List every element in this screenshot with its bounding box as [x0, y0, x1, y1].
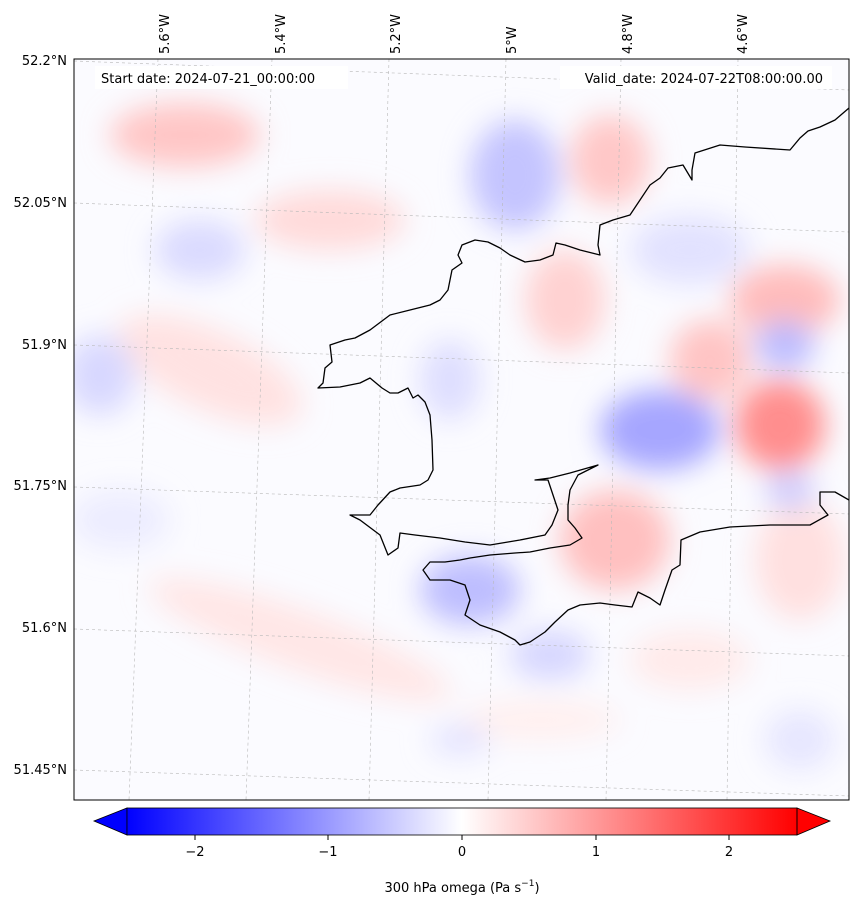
colorbar-tick-label: 1	[592, 845, 600, 860]
colorbar-tick-label: 0	[458, 845, 466, 860]
latitude-labels: 52.2°N 52.05°N 51.9°N 51.75°N 51.6°N 51.…	[14, 54, 67, 778]
colorbar-extend-min	[92, 807, 128, 836]
lon-label: 5.4°W	[274, 14, 289, 54]
colorbar-extend-max	[796, 807, 832, 836]
valid-date-label: Valid_date: 2024-07-22T08:00:00.00	[585, 72, 823, 87]
colorbar-tick-label: −2	[185, 845, 204, 860]
map-frame	[73, 58, 850, 801]
omega-field: Start date: 2024-07-21_00:00:00 Valid_da…	[74, 59, 849, 800]
longitude-labels: 5.6°W 5.4°W 5.2°W 5°W 4.8°W 4.6°W	[158, 14, 751, 54]
start-date-box	[95, 66, 348, 89]
colorbar-label-main: 300 hPa omega (Pa s	[384, 881, 521, 896]
lat-label: 51.45°N	[14, 763, 67, 778]
lon-label: 5.6°W	[158, 14, 173, 54]
lon-label: 5°W	[505, 26, 520, 54]
lat-label: 51.6°N	[22, 621, 67, 636]
colorbar-body	[127, 808, 797, 835]
lat-label: 52.05°N	[14, 196, 67, 211]
colorbar-label-end: )	[534, 881, 539, 896]
colorbar-tick-label: 2	[725, 845, 733, 860]
valid-date-box	[560, 66, 832, 89]
colorbar: −2 −1 0 1 2 300 hPa omega (Pa s−1)	[92, 807, 832, 896]
lon-label: 4.8°W	[621, 14, 636, 54]
colorbar-tick-label: −1	[318, 845, 337, 860]
lat-label: 51.9°N	[22, 338, 67, 353]
start-date-label: Start date: 2024-07-21_00:00:00	[101, 72, 315, 87]
lon-label: 4.6°W	[736, 14, 751, 54]
lon-label: 5.2°W	[389, 14, 404, 54]
lat-label: 51.75°N	[14, 479, 67, 494]
colorbar-label: 300 hPa omega (Pa s−1)	[384, 879, 539, 896]
lat-label: 52.2°N	[22, 54, 67, 69]
colorbar-ticks	[194, 835, 730, 840]
coastline	[317, 107, 849, 646]
colorbar-label-sup: −1	[521, 879, 534, 889]
